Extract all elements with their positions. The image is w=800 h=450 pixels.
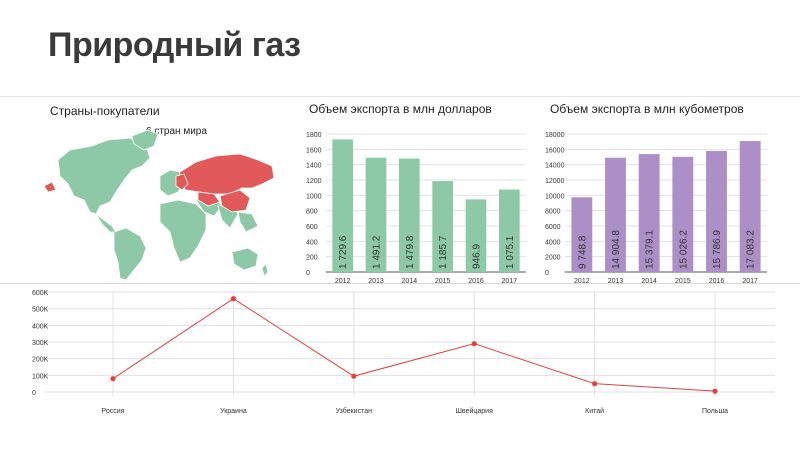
- volume-chart-y-tick: 14000: [545, 163, 565, 170]
- usd-chart-bar: [399, 158, 420, 272]
- usd-chart-y-tick: 1600: [306, 147, 322, 154]
- map-south-america: [113, 227, 147, 281]
- usd-chart-y-tick: 200: [306, 255, 318, 262]
- usd-chart-title: Объем экспорта в млн долларов: [309, 102, 492, 116]
- page-title: Природный газ: [48, 26, 301, 64]
- line-chart-x-tick: Китай: [585, 407, 604, 415]
- volume-chart-x-tick: 2016: [709, 278, 725, 285]
- volume-chart-bar: [672, 156, 694, 272]
- line-chart-y-tick: 300K: [32, 340, 49, 347]
- header-divider: [0, 96, 800, 97]
- volume-chart-y-tick: 4000: [545, 239, 561, 246]
- usd-chart-bar: [432, 181, 453, 272]
- map-subtitle: 6 стран мира: [146, 126, 207, 137]
- usd-chart-y-tick: 0: [306, 270, 310, 277]
- line-chart-y-tick: 600K: [32, 290, 49, 297]
- volume-chart-y-tick: 8000: [545, 209, 561, 216]
- usd-chart-y-tick: 800: [306, 209, 318, 216]
- usd-chart-x-tick: 2013: [368, 278, 384, 285]
- line-chart-point: [230, 296, 236, 302]
- line-chart-y-tick: 500K: [32, 307, 49, 314]
- volume-chart-x-tick: 2015: [675, 278, 691, 285]
- volume-chart-y-tick: 6000: [545, 224, 561, 231]
- usd-chart-x-tick: 2012: [335, 278, 351, 285]
- usd-chart-data-label: 1 185.7: [438, 235, 449, 269]
- volume-chart-bar: [638, 154, 660, 272]
- volume-chart-y-tick: 18000: [545, 132, 565, 139]
- map-china: [219, 189, 251, 213]
- line-chart-point: [712, 388, 718, 394]
- usd-chart-data-label: 946.9: [472, 244, 483, 269]
- volume-chart-y-tick: 10000: [545, 193, 565, 200]
- line-chart-point: [110, 376, 116, 382]
- usd-chart-x-tick: 2015: [435, 278, 451, 285]
- volume-chart-bar: [706, 150, 727, 272]
- volume-chart-bar: [605, 157, 626, 272]
- volume-chart-title: Объем экспорта в млн кубометров: [550, 102, 744, 116]
- volume-chart-y-tick: 12000: [545, 178, 565, 185]
- usd-chart-bar: [499, 189, 520, 272]
- line-chart-point: [592, 381, 598, 387]
- volume-chart-data-label: 15 786.9: [712, 230, 723, 269]
- usd-chart-data-label: 1 491.2: [372, 235, 383, 269]
- bottom-panel-divider: [0, 283, 800, 284]
- line-chart-y-tick: 100K: [32, 373, 49, 380]
- line-chart-x-tick: Россия: [102, 408, 125, 415]
- map-kazakhstan-region: [197, 191, 221, 207]
- volume-chart-y-tick: 16000: [545, 147, 565, 154]
- volume-chart-data-label: 17 083.2: [746, 230, 757, 269]
- map-southeast-asia: [237, 211, 259, 233]
- usd-chart-y-tick: 1000: [306, 193, 322, 200]
- map-greenland: [131, 129, 159, 151]
- line-chart-x-tick: Швейцария: [456, 407, 494, 415]
- volume-chart-bar: [571, 197, 593, 272]
- usd-chart-x-tick: 2017: [502, 278, 518, 285]
- line-chart-y-tick: 0: [32, 390, 36, 397]
- map-russia: [177, 153, 275, 195]
- usd-chart-y-tick: 1800: [306, 132, 322, 139]
- usd-chart-y-tick: 400: [306, 239, 318, 246]
- volume-chart-x-tick: 2012: [574, 278, 590, 285]
- usd-chart-bar: [365, 157, 387, 272]
- line-chart-x-tick: Узбекистан: [336, 407, 373, 415]
- map-north-america: [57, 137, 151, 215]
- volume-chart-x-tick: 2013: [608, 278, 624, 285]
- volume-chart-data-label: 15 379.1: [645, 230, 656, 269]
- map-title: Страны-покупатели: [50, 104, 160, 118]
- volume-chart-x-tick: 2017: [742, 278, 758, 285]
- line-chart-point: [351, 373, 357, 379]
- volume-chart-data-label: 14 904.8: [611, 230, 622, 269]
- volume-chart-bar: [739, 141, 761, 272]
- usd-chart-x-tick: 2014: [402, 278, 418, 285]
- map-australia: [231, 247, 259, 271]
- line-chart-point: [471, 341, 477, 347]
- usd-chart-y-tick: 600: [306, 224, 318, 231]
- map-africa: [159, 199, 207, 263]
- volume-chart-y-tick: 0: [545, 270, 549, 277]
- usd-chart-y-tick: 1200: [306, 178, 322, 185]
- volume-chart-data-label: 15 026.2: [678, 230, 689, 269]
- usd-chart-bar: [465, 199, 487, 272]
- usd-chart-bar: [332, 139, 353, 272]
- world-map-countries: [43, 129, 275, 281]
- line-chart-series: [112, 298, 716, 392]
- usd-chart-data-label: 1 479.8: [405, 235, 416, 269]
- map-eastern-europe: [175, 173, 189, 191]
- map-alaska: [43, 181, 57, 193]
- line-chart-y-tick: 400K: [32, 323, 49, 330]
- usd-chart-x-tick: 2016: [468, 278, 484, 285]
- line-chart-x-tick: Польша: [702, 408, 728, 415]
- line-chart-y-tick: 200K: [32, 357, 49, 364]
- line-chart-x-tick: Украина: [220, 408, 247, 415]
- volume-chart-data-label: 9 748.8: [577, 235, 588, 269]
- usd-chart-data-label: 1 729.6: [338, 235, 349, 269]
- volume-chart-x-tick: 2014: [641, 278, 657, 285]
- usd-chart-data-label: 1 075.1: [505, 235, 516, 269]
- volume-chart-y-tick: 2000: [545, 255, 561, 262]
- map-new-zealand: [261, 263, 269, 277]
- usd-chart-y-tick: 1400: [306, 163, 322, 170]
